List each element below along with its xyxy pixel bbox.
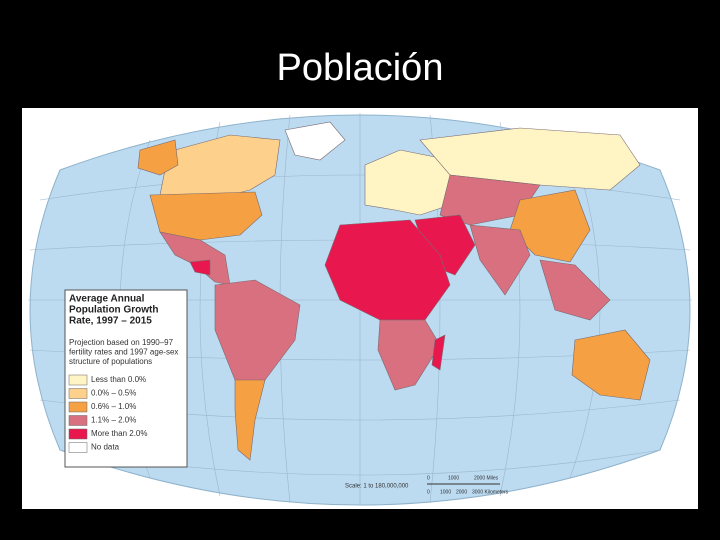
legend-note: structure of populations (69, 357, 152, 366)
southern-africa (377, 319, 441, 391)
scale: 0 1000 2000 Miles Scale: 1 to 180,000,000 0 1… (345, 475, 509, 495)
legend-swatch (68, 415, 88, 426)
alaska (137, 139, 179, 176)
legend-label: Less than 0.0% (91, 375, 146, 384)
legend-title: Rate, 1997 – 2015 (69, 316, 152, 327)
legend-note: Projection based on 1990–97 (69, 338, 174, 347)
europe (364, 149, 451, 216)
south-asia (469, 224, 531, 296)
scale-miles: 0 (427, 475, 430, 481)
legend-swatch (68, 401, 88, 413)
legend-label: 0.0% – 0.5% (91, 389, 136, 398)
australia (571, 329, 651, 401)
legend-swatch (68, 442, 88, 453)
greenland (284, 121, 346, 161)
scale-km: 1000 (440, 489, 451, 495)
argentina (234, 379, 266, 461)
legend-label: More than 2.0% (91, 429, 147, 438)
legend-swatch (68, 374, 88, 386)
scale-km: 0 (427, 489, 430, 495)
legend-note: fertility rates and 1997 age-sex (69, 348, 178, 357)
central-asia (439, 174, 541, 226)
legend-label: No data (91, 443, 120, 452)
map (22, 108, 698, 509)
mexico (159, 231, 231, 286)
legend-swatch (68, 428, 88, 440)
scale-miles: 2000 Miles (474, 475, 499, 481)
slide-title: Población (277, 47, 444, 89)
scale-km: 2000 (456, 489, 467, 495)
scale-km: 3000 Kilometers (472, 489, 509, 495)
legend-title: Population Growth (69, 305, 158, 316)
legend-title: Average Annual (69, 294, 145, 305)
madagascar (431, 334, 446, 371)
scale-ratio: Scale: 1 to 180,000,000 (345, 484, 409, 490)
southeast-asia (539, 259, 611, 321)
legend-label: 1.1% – 2.0% (91, 416, 136, 425)
central-america (189, 259, 211, 276)
legend-label: 0.6% – 1.0% (91, 402, 136, 411)
legend-swatch (68, 388, 88, 399)
scale-miles: 1000 (448, 475, 459, 481)
